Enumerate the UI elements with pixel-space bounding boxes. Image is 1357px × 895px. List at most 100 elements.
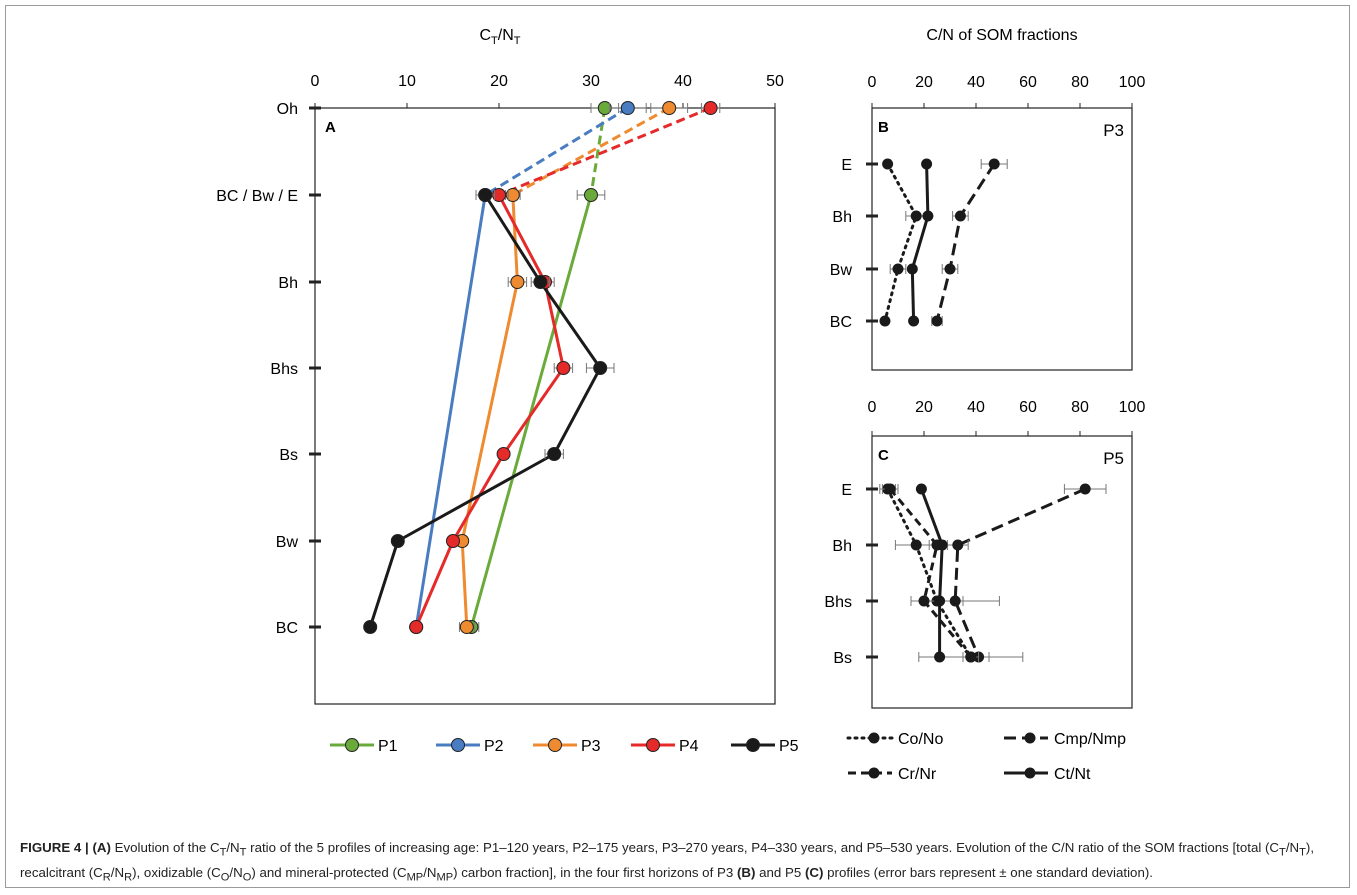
panel-a-line-p3 [512,106,670,197]
x-tick-label: 80 [1071,74,1089,91]
panel-a-point-p4 [496,447,511,461]
panel-a-point-p5 [547,447,562,461]
legend-label: Ct/Nt [1054,766,1091,783]
series-point-cmp-nmp [1079,483,1091,495]
legend-label: Cmp/Nmp [1054,731,1126,748]
panel-c-x-ticks: 0 20 40 60 80 100 [868,399,1145,436]
panel-a-x-tick-label: 40 [674,73,692,90]
legend-label-p5: P5 [779,738,799,755]
panel-a-line-p1 [469,194,593,628]
x-tick-label: 20 [915,74,933,91]
caption-part-a: (A) [92,840,111,855]
panel-a-series [363,101,721,634]
legend-marker-p1 [345,738,359,752]
panel-a-legend: P1 P2 P3 P4 P5 [330,738,799,755]
legend-label: Cr/Nr [898,766,937,783]
panel-a-line-p3 [460,540,469,628]
series-point-cr-nr [965,651,977,663]
panel-a-line-p4 [502,367,565,455]
y-label: Bw [830,262,853,279]
caption-label: FIGURE 4 | [20,840,89,855]
panel-a-y-label: Bw [276,534,299,551]
y-label: E [841,157,852,174]
panel-a-line-p5 [483,194,542,283]
figure-caption: FIGURE 4 | (A) Evolution of the CT/NT ra… [20,840,1315,884]
panel-b: C/N of SOM fractions B P3 0 20 40 60 80 100 E… [830,27,1145,371]
x-tick-label: 20 [915,399,933,416]
series-point-ct-nt [921,158,933,170]
legend-marker [868,767,880,779]
panel-a-point-p5 [363,620,378,634]
panel-b-label: B [878,119,889,136]
panel-a-y-label: Bs [279,447,298,464]
series-line-cmp-nmp [935,163,996,322]
y-label: BC [830,314,852,331]
panel-a-y-label: Bhs [270,361,298,378]
panel-a-line-p5 [552,367,602,455]
x-tick-label: 40 [967,399,985,416]
panel-a-x-tick-label: 50 [766,73,784,90]
series-point-ct-nt [934,651,946,663]
panel-a-border [314,107,776,705]
panel-c-series [879,483,1107,663]
panel-a-line-p3 [511,194,519,283]
panel-a-line-p2 [414,194,487,628]
series-point-ct-nt [908,315,920,327]
series-point-co-no [910,539,922,551]
series-point-co-no [910,210,922,222]
series-point-ct-nt [936,539,948,551]
panel-a-x-tick-label: 10 [398,73,416,90]
x-tick-label: 0 [868,74,877,91]
legend-marker-p2 [451,738,465,752]
panel-a-x-tick-label: 20 [490,73,508,90]
panel-a-point-p4 [409,620,424,634]
series-point-ct-nt [915,483,927,495]
panel-a-point-p4 [556,361,571,375]
panel-a-point-p5 [533,275,548,289]
panel-a-point-p5 [390,534,405,548]
figure-canvas: CT/NT A 0 10 20 30 40 50 Oh BC / Bw / E Bh Bhs Bs… [216,27,1145,783]
series-line-ct-nt [910,163,930,322]
legend-marker [1024,732,1036,744]
legend-marker-p5 [746,738,760,752]
panel-b-y-labels: E Bh Bw BC [830,157,878,331]
panel-c: C P5 0 20 40 60 80 100 E Bh Bhs Bs [824,399,1145,709]
legend-label-p4: P4 [679,738,699,755]
y-label: Bs [833,650,852,667]
panel-bc-legend: Co/No Cmp/Nmp Cr/Nr Ct/Nt [846,731,1126,783]
x-tick-label: 0 [868,399,877,416]
panel-a-line-p4 [543,281,565,369]
series-point-ct-nt [906,263,918,275]
series-point-co-no [879,315,891,327]
x-tick-label: 40 [967,74,985,91]
panel-a-point-p2 [620,101,635,115]
legend-label: Co/No [898,731,943,748]
series-point-cr-nr [918,595,930,607]
series-line-cmp-nmp [953,487,1086,658]
panel-b-title: C/N of SOM fractions [926,27,1077,44]
series-line-co-no [883,162,918,323]
y-label: Bh [832,538,852,555]
panel-a-y-label: BC / Bw / E [216,188,298,205]
panel-a-y-label: BC [276,620,298,637]
panel-b-series [879,158,1008,327]
panel-a-line-p4 [497,194,547,283]
legend-marker [1024,767,1036,779]
y-label: Bh [832,209,852,226]
panel-a-y-labels: Oh BC / Bw / E Bh Bhs Bs Bw BC [216,101,321,637]
panel-b-profile: P3 [1103,121,1124,140]
panel-a-line-p5 [539,281,602,369]
x-tick-label: 60 [1019,74,1037,91]
panel-a-line-p4 [414,540,455,628]
panel-a-point-p4 [446,534,460,548]
legend-label-p1: P1 [378,738,398,755]
panel-a-line-p3 [460,281,519,542]
series-point-co-no [892,263,904,275]
legend-marker-p3 [548,738,562,752]
panel-a-x-ticks: 0 10 20 30 40 50 [311,73,784,108]
series-line-co-no [886,487,973,659]
panel-b-border [871,107,1133,371]
legend-marker [868,732,880,744]
series-point-cmp-nmp [944,263,956,275]
panel-a-y-label: Oh [277,101,298,118]
